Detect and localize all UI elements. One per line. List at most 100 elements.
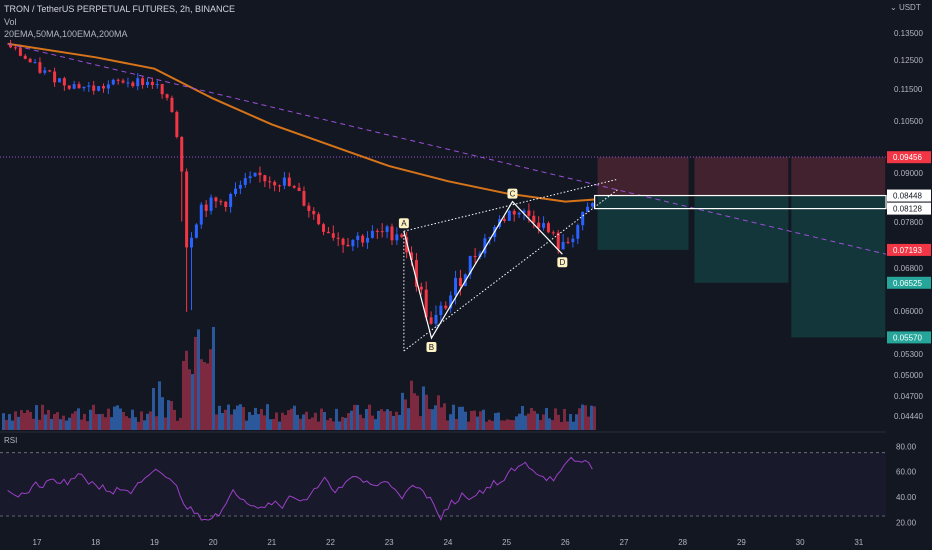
pattern-point-badge-b [426, 342, 437, 353]
volume-bar [140, 411, 143, 430]
pattern-point-badge-a [398, 218, 409, 229]
candle-body [400, 234, 404, 238]
volume-bar [20, 410, 23, 430]
position-target-zone-2 [791, 195, 886, 338]
candle-body [414, 260, 418, 287]
volume-bar [566, 421, 569, 430]
entry-box [594, 194, 887, 210]
volume-bar [299, 418, 302, 430]
candle-body [209, 197, 213, 211]
volume-bar [23, 413, 26, 430]
volume-bar [347, 413, 350, 430]
volume-bar [335, 408, 338, 430]
candle-body [141, 78, 145, 85]
candle-body [512, 210, 516, 215]
volume-bar [422, 386, 425, 430]
candle-body [126, 82, 130, 84]
candle-body [571, 238, 575, 243]
volume-bar [152, 388, 155, 430]
candle-body [131, 82, 135, 87]
volume-bar [107, 408, 110, 430]
volume-bar [434, 405, 437, 430]
candle-body [366, 237, 370, 243]
price-tag-bg [887, 331, 931, 344]
price-tag-bg [887, 276, 931, 289]
price-tag: 0.08448 [893, 192, 922, 201]
price-tick: 0.05000 [894, 371, 923, 380]
volume-bar [386, 409, 389, 430]
price-tick: 0.12500 [894, 56, 923, 65]
volume-bar [452, 404, 455, 430]
volume-bar [278, 421, 281, 430]
volume-bar [302, 414, 305, 430]
position-target-zone-1 [694, 195, 789, 283]
candle-body [317, 214, 321, 225]
candle-body [87, 85, 91, 87]
price-tag: 0.06525 [893, 279, 922, 288]
volume-bar [311, 417, 314, 430]
candle-body [312, 210, 316, 215]
volume-bar [509, 419, 512, 430]
candle-body [155, 84, 159, 86]
volume-bar [209, 349, 212, 430]
volume-bar [401, 392, 404, 430]
volume-bar [413, 393, 416, 430]
volume-bar [263, 415, 266, 430]
pattern-point-d: D [559, 258, 565, 267]
price-tag-bg [887, 151, 931, 164]
volume-bar [560, 421, 563, 430]
price-tag: 0.05570 [893, 333, 922, 342]
rsi-line [7, 456, 593, 522]
candle-body [556, 232, 560, 250]
volume-bar [338, 421, 341, 430]
candle-body [18, 47, 22, 56]
volume-bar [11, 420, 14, 430]
candle-body [43, 70, 47, 73]
time-tick: 23 [385, 538, 394, 547]
volume-bar [224, 409, 227, 430]
volume-bar [158, 381, 161, 430]
volume-bar [179, 417, 182, 430]
time-tick: 28 [678, 538, 687, 547]
volume-bar [389, 411, 392, 430]
candle-body [331, 233, 335, 238]
volume-bar [593, 406, 596, 430]
candle-body [165, 94, 169, 98]
volume-bar [350, 410, 353, 430]
candle-body [160, 84, 164, 95]
currency-button[interactable]: ⌄ USDT [890, 3, 921, 12]
volume-bar [53, 413, 56, 430]
volume-bar [104, 417, 107, 430]
candle-body [356, 235, 360, 241]
candle-body [136, 78, 140, 87]
candle-body [214, 197, 218, 202]
volume-bar [77, 408, 80, 430]
candle-body [307, 205, 311, 211]
volume-bar [305, 411, 308, 430]
volume-bar [371, 415, 374, 430]
volume-bar [455, 418, 458, 430]
candle-body [361, 235, 365, 243]
candle-body [263, 175, 267, 182]
price-tick: 0.06800 [894, 264, 923, 273]
volume-bar [500, 420, 503, 430]
candle-body [419, 286, 423, 290]
volume-bar [26, 409, 29, 430]
time-tick: 18 [91, 538, 100, 547]
volume-bar [44, 414, 47, 430]
volume-bar [218, 405, 221, 430]
volume-bar [485, 421, 488, 430]
candle-body [341, 238, 345, 245]
volume-bar [365, 408, 368, 430]
candle-body [199, 204, 203, 225]
volume-bar [161, 397, 164, 430]
candle-body [336, 237, 340, 239]
candle-body [175, 111, 179, 137]
volume-bar [110, 417, 113, 430]
volume-bar [392, 415, 395, 430]
volume-bar [569, 414, 572, 430]
time-tick: 30 [796, 538, 805, 547]
volume-bar [32, 418, 35, 430]
pattern-point-a: A [401, 219, 407, 228]
